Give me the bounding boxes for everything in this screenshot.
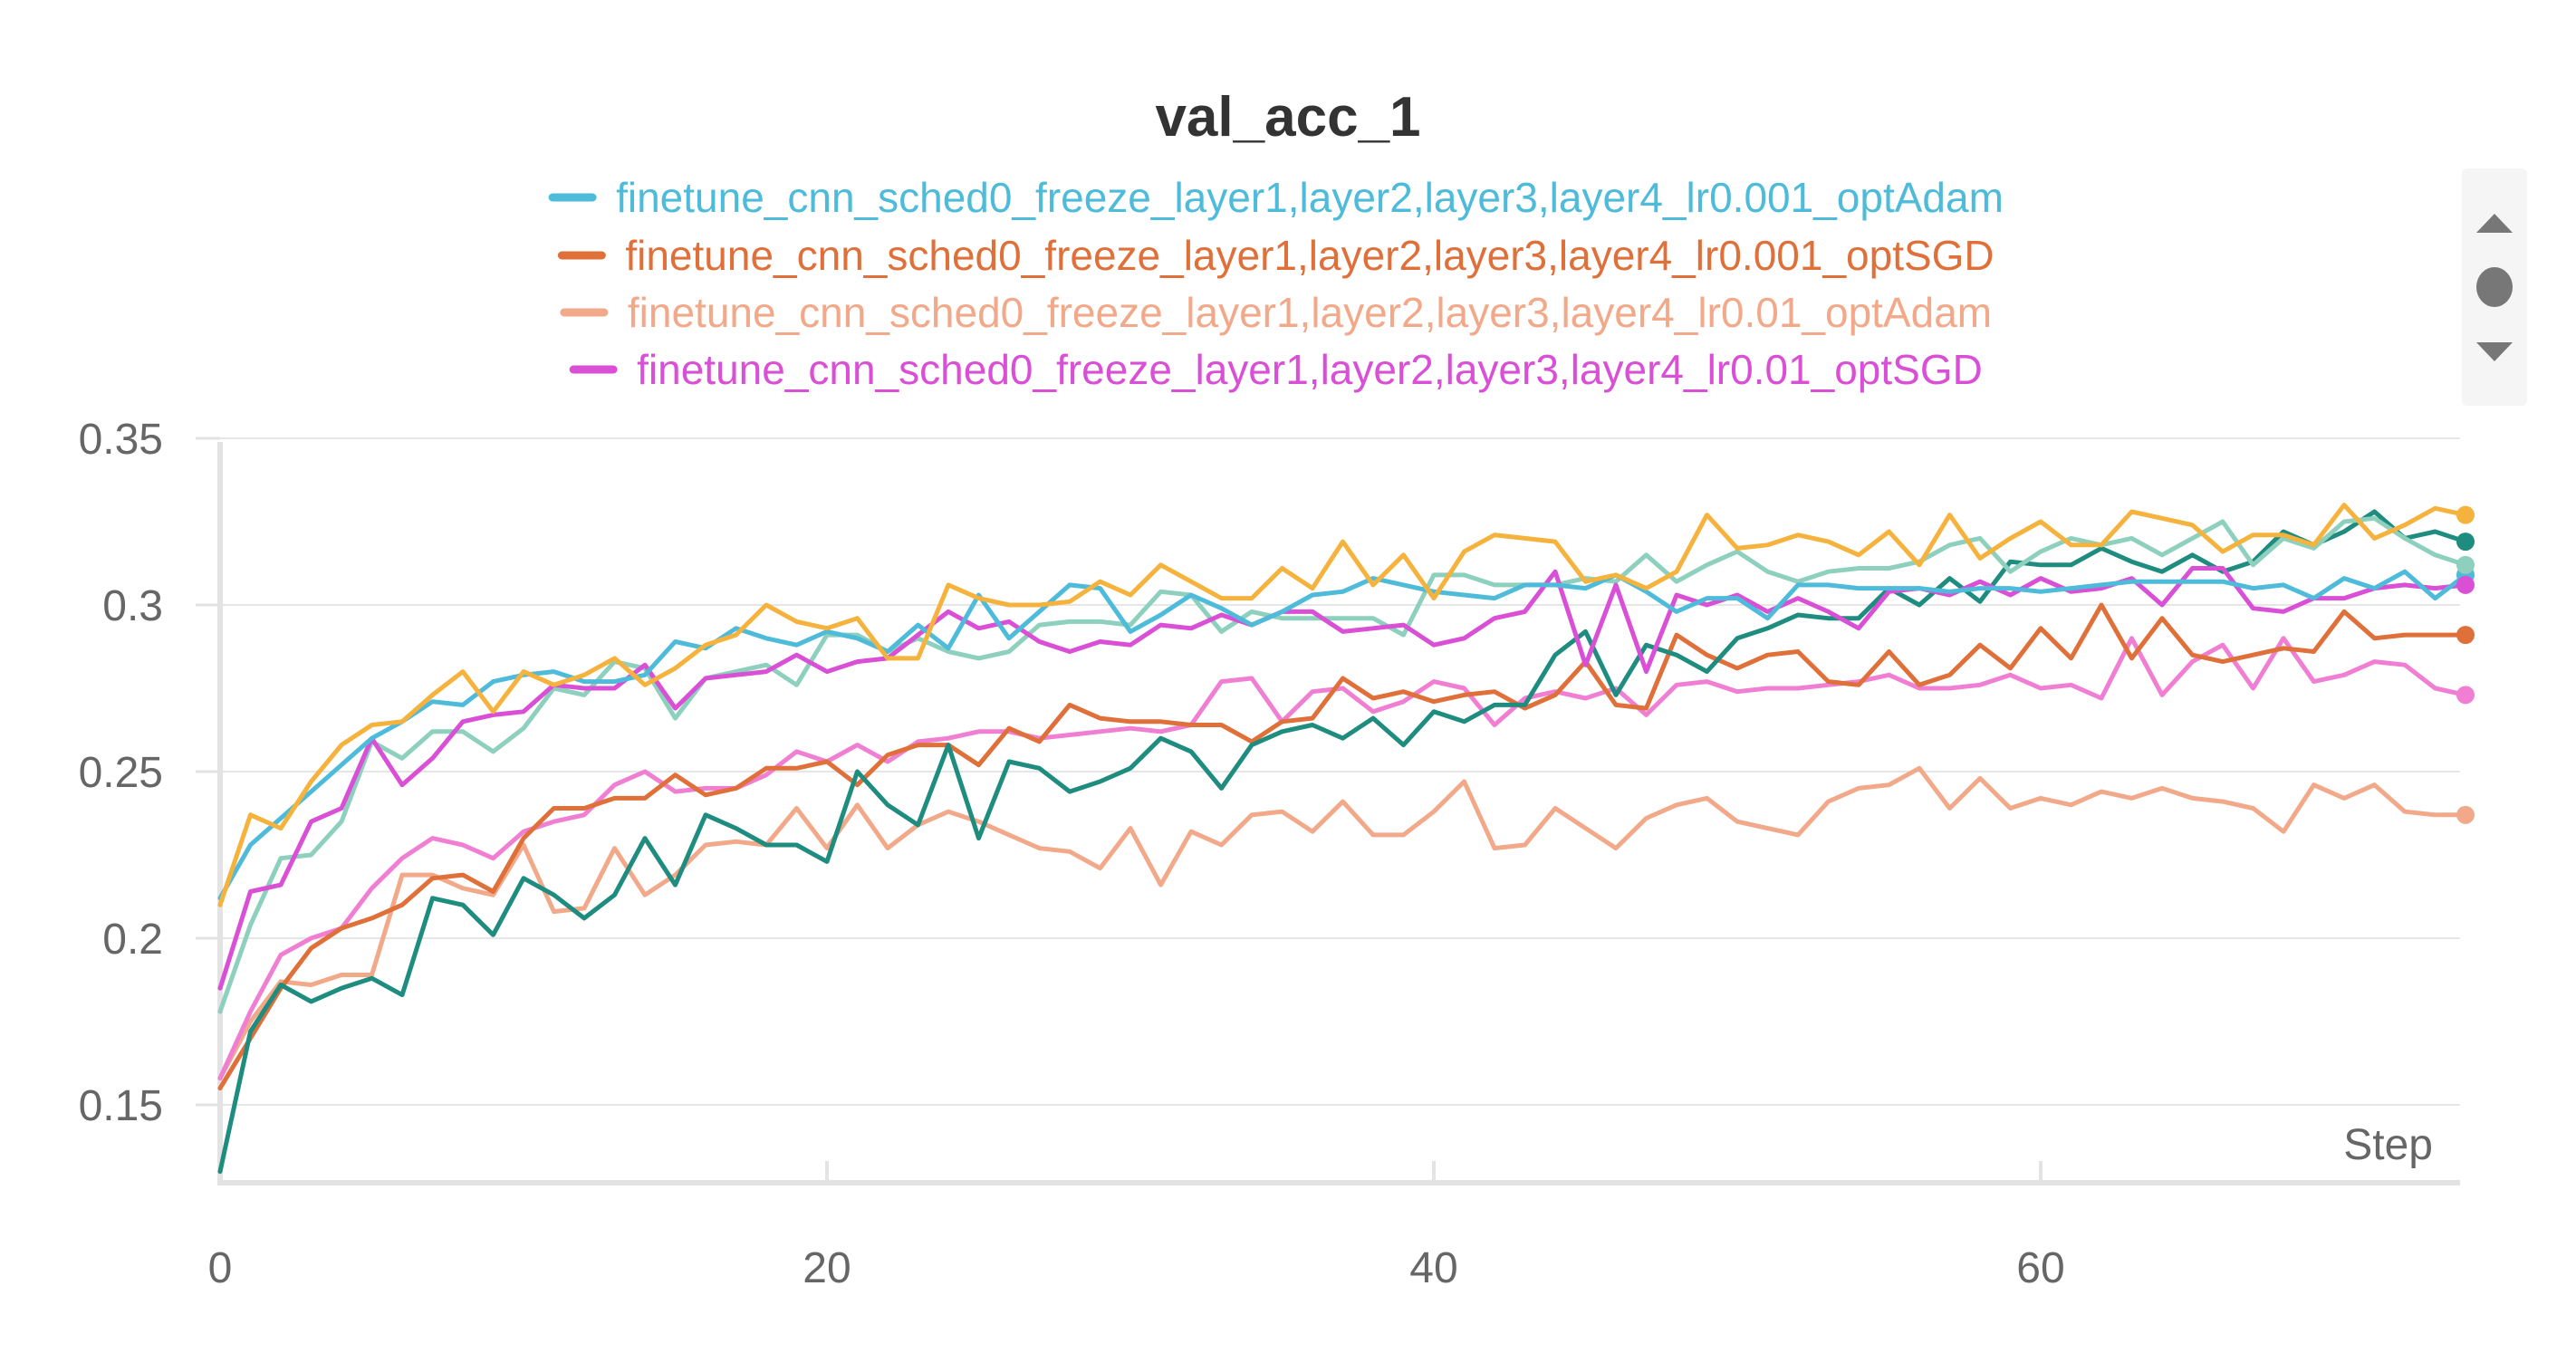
series-end-point (2456, 686, 2475, 705)
legend-item[interactable]: finetune_cnn_sched0_freeze_layer1,layer2… (548, 174, 2004, 221)
series-end-point (2456, 533, 2475, 552)
chart-title: val_acc_1 (1155, 86, 1420, 149)
legend: finetune_cnn_sched0_freeze_layer1,layer2… (548, 174, 2004, 393)
grid (220, 437, 2460, 1106)
legend-item[interactable]: finetune_cnn_sched0_freeze_layer1,layer2… (560, 289, 1992, 336)
legend-item-label: finetune_cnn_sched0_freeze_layer1,layer2… (628, 289, 1992, 336)
series-end-point (2456, 505, 2475, 524)
legend-item-label: finetune_cnn_sched0_freeze_layer1,layer2… (625, 232, 1994, 279)
legend-scrollbar[interactable] (2462, 168, 2527, 406)
triangle-up-icon[interactable] (2476, 214, 2513, 233)
y-axis-ticks: 0.15 0.2 0.25 0.3 0.35 (79, 416, 220, 1130)
series-end-point (2456, 805, 2475, 824)
x-tick-label: 20 (803, 1244, 851, 1292)
series-line (217, 503, 2468, 907)
x-axis-label: Step (2343, 1121, 2433, 1169)
legend-item[interactable]: finetune_cnn_sched0_freeze_layer1,layer2… (569, 346, 1983, 393)
series-end-point (2456, 575, 2475, 594)
triangle-down-icon[interactable] (2476, 342, 2513, 361)
y-tick-label: 0.15 (79, 1082, 163, 1130)
legend-item-label: finetune_cnn_sched0_freeze_layer1,layer2… (616, 174, 2004, 221)
series-end-point (2456, 555, 2475, 574)
series-end-point (2456, 626, 2475, 645)
series-line (217, 765, 2468, 1081)
legend-item[interactable]: finetune_cnn_sched0_freeze_layer1,layer2… (557, 232, 1994, 279)
series-line (217, 569, 2468, 901)
circle-icon[interactable] (2476, 267, 2513, 307)
x-tick-label: 60 (2016, 1244, 2064, 1292)
y-tick-label: 0.2 (102, 916, 163, 964)
series-line (217, 509, 2468, 1175)
x-tick-label: 40 (1409, 1244, 1457, 1292)
legend-item-label: finetune_cnn_sched0_freeze_layer1,layer2… (637, 346, 1983, 393)
x-tick-label: 0 (208, 1244, 233, 1292)
series-end-points (2456, 505, 2475, 824)
series-layer (217, 503, 2468, 1175)
y-tick-label: 0.3 (102, 582, 163, 630)
series-line (217, 566, 2468, 991)
x-axis-ticks: 0 20 40 60 (208, 1161, 2065, 1292)
y-tick-label: 0.35 (79, 416, 163, 464)
series-line (217, 602, 2468, 1091)
y-tick-label: 0.25 (79, 749, 163, 797)
